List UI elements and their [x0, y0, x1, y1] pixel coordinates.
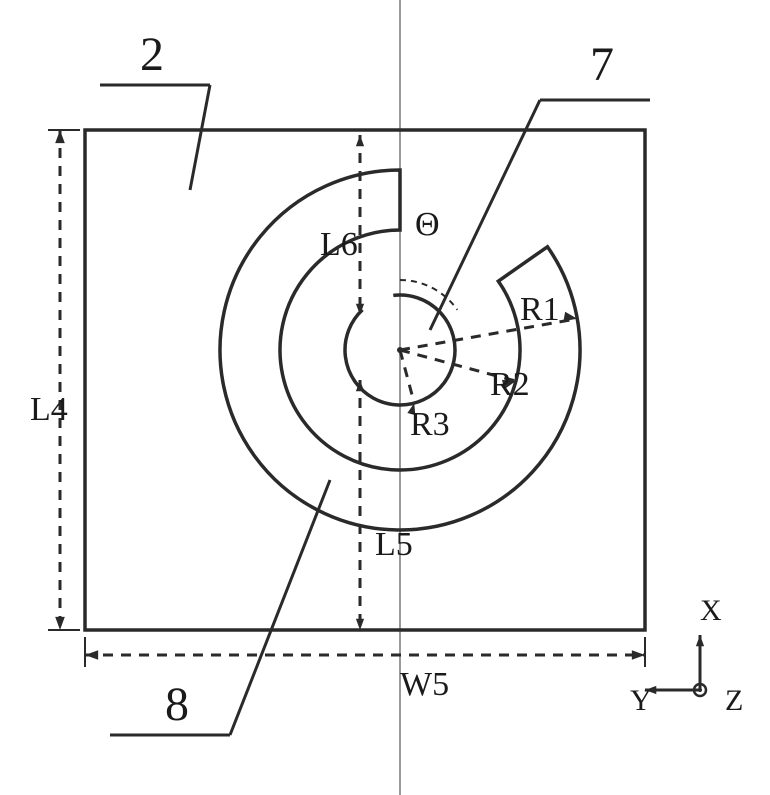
svg-text:2: 2	[140, 28, 164, 81]
R2-label: R2	[490, 366, 530, 403]
theta-label: Θ	[415, 206, 440, 243]
R3-label: R3	[410, 406, 450, 443]
svg-text:Y: Y	[630, 684, 652, 717]
L5-label: L5	[375, 526, 413, 563]
svg-text:Z: Z	[725, 684, 743, 717]
diagram-svg: 2 7 8 L4 L5 L6 W5 R1 R2 R3 Θ X Y Z	[0, 0, 770, 795]
svg-text:X: X	[700, 594, 722, 627]
L4-label: L4	[30, 391, 68, 428]
svg-text:7: 7	[590, 38, 614, 91]
W5-label: W5	[400, 666, 449, 703]
svg-text:8: 8	[165, 678, 189, 731]
R1-label: R1	[520, 291, 560, 328]
L6-label: L6	[320, 226, 358, 263]
